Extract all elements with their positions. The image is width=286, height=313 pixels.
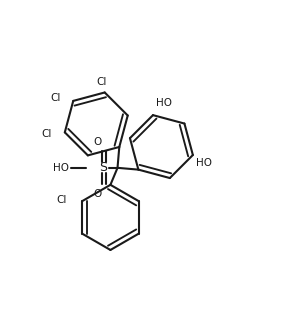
Text: Cl: Cl: [97, 77, 107, 87]
Text: Cl: Cl: [42, 129, 52, 139]
Text: Cl: Cl: [56, 195, 67, 205]
Text: O: O: [94, 136, 102, 146]
Text: S: S: [99, 161, 107, 174]
Text: HO: HO: [196, 158, 212, 168]
Text: Cl: Cl: [50, 93, 61, 103]
Text: O: O: [94, 189, 102, 199]
Text: HO: HO: [53, 163, 69, 173]
Text: HO: HO: [156, 98, 172, 108]
